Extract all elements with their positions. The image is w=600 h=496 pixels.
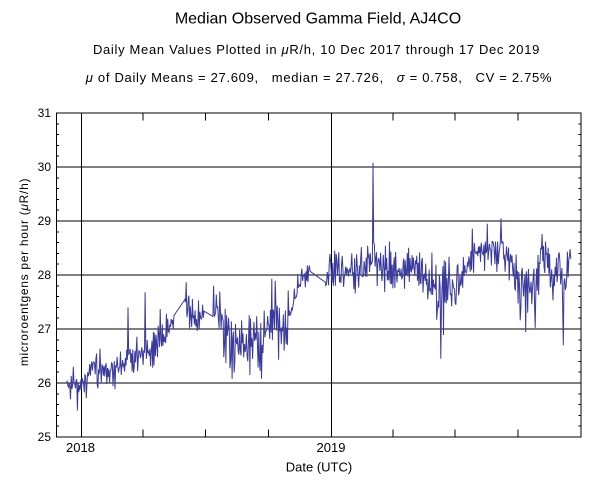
- svg-text:27: 27: [38, 322, 52, 336]
- svg-text:26: 26: [38, 376, 52, 390]
- svg-text:29: 29: [38, 214, 52, 228]
- svg-text:25: 25: [38, 430, 52, 444]
- svg-text:Daily Mean Values Plotted in μ: Daily Mean Values Plotted in μR/h, 10 De…: [93, 42, 540, 57]
- svg-text:Date (UTC): Date (UTC): [286, 460, 352, 475]
- svg-text:μ of Daily Means = 27.609, m: μ of Daily Means = 27.609, median = 27.7…: [85, 70, 553, 85]
- svg-text:28: 28: [38, 268, 52, 282]
- svg-text:31: 31: [38, 106, 52, 120]
- svg-text:Median Observed Gamma Field, A: Median Observed Gamma Field, AJ4CO: [175, 11, 461, 28]
- svg-text:2018: 2018: [66, 440, 95, 455]
- svg-text:2019: 2019: [317, 440, 346, 455]
- svg-text:30: 30: [38, 160, 52, 174]
- svg-text:microroentgens per hour (μR/h): microroentgens per hour (μR/h): [17, 178, 31, 366]
